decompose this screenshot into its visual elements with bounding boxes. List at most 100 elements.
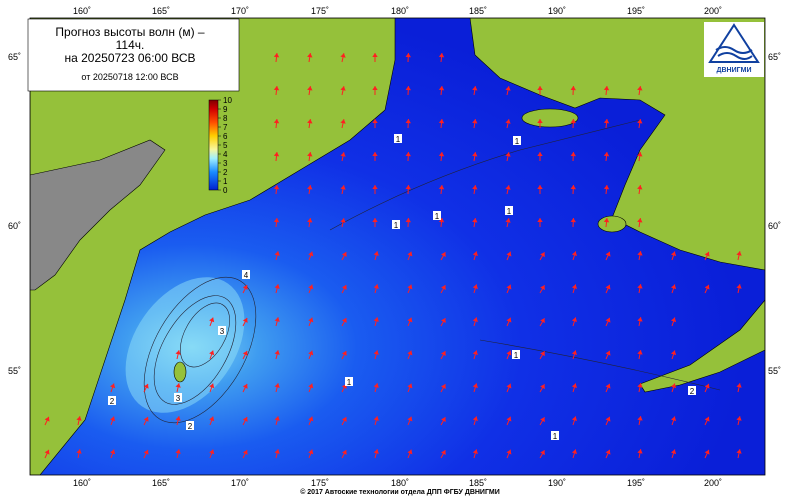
contour-label: 4 <box>244 271 249 280</box>
wave-arrow-head <box>605 350 611 356</box>
wave-arrow-head <box>405 119 411 124</box>
wave-arrow-head <box>340 86 346 91</box>
wave-arrow-head <box>242 317 248 323</box>
wave-arrow-head <box>441 318 446 323</box>
wave-arrow-head <box>405 53 411 58</box>
contour-label-box <box>392 220 400 229</box>
contour-label: 1 <box>347 378 352 387</box>
wave-arrow-head <box>472 449 478 454</box>
wave-arrow-head <box>340 218 346 223</box>
lon-label-top: 190˚ <box>548 6 566 16</box>
wave-arrow-head <box>372 53 378 58</box>
wave-arrow-head <box>273 152 280 157</box>
wave-arrow-head <box>405 86 411 91</box>
contour-label: 1 <box>514 351 519 360</box>
wave-arrow-head <box>209 416 215 422</box>
wave-arrow-head <box>506 251 512 257</box>
wave-arrow-head <box>605 416 611 422</box>
logo-text: ДВНИГМИ <box>717 67 752 74</box>
contour-label-box <box>108 396 116 405</box>
wave-arrow-head <box>506 350 512 356</box>
wave-arrow-head <box>540 450 545 456</box>
wave-arrow-head <box>438 86 445 91</box>
wave-arrow-head <box>274 251 280 256</box>
wave-arrow-head <box>505 119 511 124</box>
wave-arrow-head <box>736 449 742 454</box>
wave-arrow-head <box>341 417 347 422</box>
lon-label-bottom: 175˚ <box>311 478 329 488</box>
lon-label-top: 195˚ <box>627 6 645 16</box>
colorbar-label: 10 <box>223 96 232 105</box>
lat-label-right: 60˚ <box>768 221 781 231</box>
wave-arrow-head <box>570 218 576 223</box>
wave-arrow-head <box>44 449 50 455</box>
contour-label: 1 <box>515 137 520 146</box>
wave-arrow-head <box>603 152 610 157</box>
wave-arrow-head <box>505 152 511 157</box>
wave-arrow-head <box>441 252 446 257</box>
wave-arrow-head <box>274 383 280 388</box>
wave-arrow-head <box>540 384 545 390</box>
wave-arrow-head <box>372 218 378 223</box>
wave-arrow-head <box>472 383 478 388</box>
contour-label-box <box>242 270 250 279</box>
wave-arrow-head <box>273 86 280 91</box>
lon-label-bottom: 180˚ <box>391 478 409 488</box>
wave-arrow-head <box>605 251 611 257</box>
wave-arrow-head <box>605 284 611 290</box>
contour-label-box <box>513 136 521 145</box>
wave-arrow-head <box>307 86 313 91</box>
wave-arrow-head <box>373 350 379 355</box>
wave-arrow-head <box>605 317 611 323</box>
lat-label-right: 65˚ <box>768 52 781 62</box>
contour-label-box <box>551 431 559 440</box>
contour-label-box <box>186 421 194 430</box>
wave-arrow-head <box>637 317 643 322</box>
wave-arrow-head <box>537 86 543 91</box>
wave-arrow-head <box>273 185 280 190</box>
wave-arrow-head <box>209 350 215 356</box>
wave-arrow-head <box>273 53 280 58</box>
wave-arrow-head <box>571 416 578 422</box>
wave-arrow-head <box>537 218 543 223</box>
wave-arrow-head <box>704 251 710 257</box>
wave-arrow-head <box>571 350 578 356</box>
wave-arrow-head <box>242 350 248 356</box>
wave-arrow-head <box>704 383 710 389</box>
wave-arrow-head <box>506 284 512 290</box>
contour-label-box <box>394 134 402 143</box>
wave-arrow-head <box>407 350 413 356</box>
wave-arrow-head <box>637 218 643 223</box>
wave-arrow-head <box>736 383 742 388</box>
wave-arrow-head <box>472 251 478 256</box>
wave-arrow-head <box>373 284 379 289</box>
wave-arrow-head <box>506 416 512 422</box>
wave-arrow-head <box>570 119 576 124</box>
wave-arrow-head <box>307 53 313 58</box>
wave-arrow-head <box>540 252 545 258</box>
wave-arrow-head <box>308 284 314 290</box>
wave-arrow-head <box>373 449 379 454</box>
wave-arrow-head <box>637 350 643 355</box>
wave-arrow-head <box>571 251 578 257</box>
wave-arrow-head <box>605 449 611 455</box>
contour-label: 2 <box>110 397 115 406</box>
wave-arrow-head <box>603 218 610 223</box>
issued-time: от 20250718 12:00 ВСВ <box>81 72 178 82</box>
contour-label-box <box>512 350 520 359</box>
colorbar-label: 2 <box>223 168 228 177</box>
wave-arrow-head <box>340 152 346 157</box>
title-box <box>27 18 240 92</box>
contour-label: 2 <box>188 422 193 431</box>
wave-arrow-head <box>373 251 379 256</box>
colorbar-label: 0 <box>223 186 228 195</box>
wave-arrow-head <box>372 152 378 157</box>
lon-label-top: 160˚ <box>73 6 91 16</box>
wave-arrow-head <box>637 416 643 421</box>
wave-arrow-head <box>472 152 478 157</box>
colorbar-label: 6 <box>223 132 228 141</box>
wave-arrow-head <box>273 218 280 223</box>
wave-arrow-head <box>175 383 181 388</box>
wave-arrow-head <box>405 218 411 223</box>
